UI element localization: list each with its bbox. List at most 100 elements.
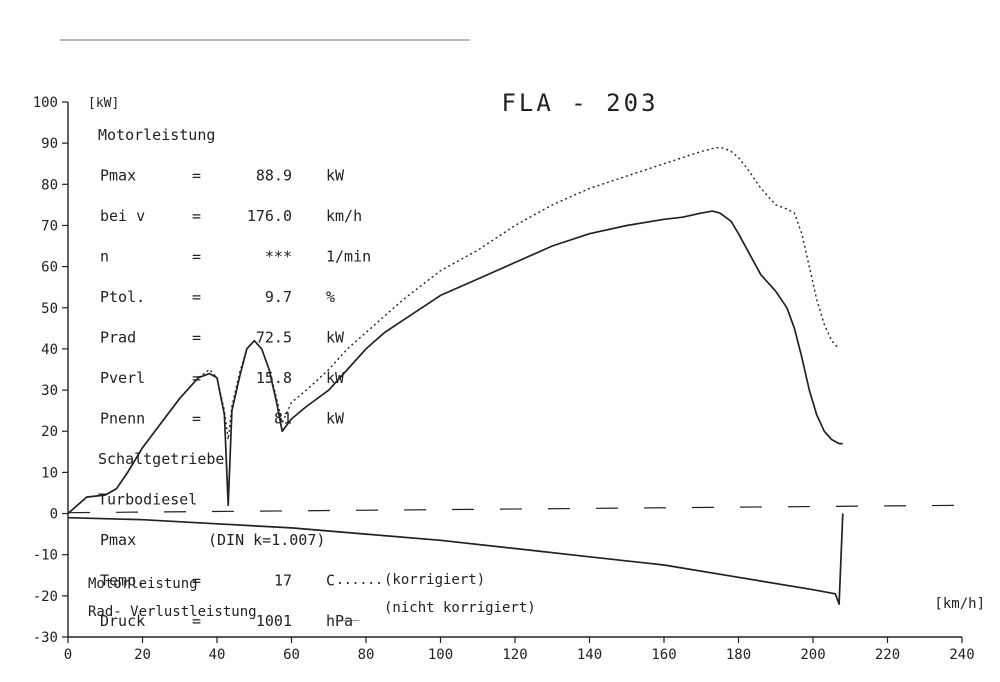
x-tick-label: 100 [428, 647, 453, 663]
info-eq: = [192, 167, 201, 185]
info-eq: = [192, 207, 201, 225]
y-tick-label: -20 [33, 589, 58, 605]
x-tick-label: 200 [800, 647, 825, 663]
chart-title: FLA - 203 [501, 89, 658, 117]
series-layer [67, 147, 963, 605]
info-unit: 1/min [326, 248, 371, 266]
series-line-nulllinie [67, 504, 963, 514]
info-eq: = [192, 288, 201, 306]
info-unit: kW [326, 410, 345, 428]
info-value: 88.9 [256, 167, 292, 185]
info-label: Druck [100, 612, 145, 630]
labels: FLA - 203 [kW] [km/h] Motorleistung Pmax = 88.… [88, 89, 985, 630]
info-unit: km/h [326, 207, 362, 225]
info-row: Pnenn = 81 kW [100, 410, 345, 428]
legend-name: Rad- Verlustleistung [88, 604, 257, 620]
info-unit: kW [326, 329, 345, 347]
info-label: Temp. [100, 572, 145, 590]
x-axis-label: [km/h] [934, 596, 985, 612]
info-label: Pnenn [100, 410, 145, 428]
info-label: n [100, 248, 109, 266]
info-row: Prad = 72.5 kW [100, 329, 345, 347]
x-tick-label: 40 [209, 647, 226, 663]
info-eq: = [192, 329, 201, 347]
legend-note: (korrigiert) [384, 572, 485, 588]
x-tick-label: 160 [651, 647, 676, 663]
y-tick-label: 20 [41, 424, 58, 440]
x-tick-label: 80 [358, 647, 375, 663]
x-tick-label: 20 [134, 647, 151, 663]
info-row: n = *** 1/min [100, 248, 371, 266]
axes: -30 -20 -10 0 10 20 30 40 50 60 70 80 90 100 0 20 40 60 80… [33, 95, 975, 663]
y-tick-label: 40 [41, 342, 58, 358]
y-tick-label: 10 [41, 465, 58, 481]
y-axis-label: [kW] [88, 96, 119, 111]
info-row: Turbodiesel [98, 491, 197, 509]
y-tick-label: 100 [33, 95, 58, 111]
info-row: Pmax (DIN k=1.007) [100, 531, 325, 549]
info-row: Ptol. = 9.7% [100, 288, 335, 306]
info-unit: kW [326, 167, 345, 185]
legend-item: Rad- Verlustleistung ___ (nicht korrigiert… [88, 600, 536, 622]
y-tick-label: 70 [41, 218, 58, 234]
info-row: Schaltgetriebe [98, 450, 224, 468]
info-row: bei v = 176.0 km/h [100, 207, 362, 225]
y-tick-label: 0 [50, 507, 58, 523]
legend-sample: ...... [336, 573, 383, 588]
y-tick-label: -10 [33, 548, 58, 564]
info-value: 1001 [256, 612, 292, 630]
legend-name: Motorleistung [88, 576, 198, 592]
info-eq: = [192, 572, 201, 590]
info-label: bei v [100, 207, 145, 225]
info-unit: kW [326, 369, 345, 387]
info-value: (DIN k=1.007) [208, 531, 325, 549]
series-line-motorleistung [67, 210, 843, 515]
info-row: Druck = 1001 hPa [100, 612, 353, 630]
info-value: 9.7 [265, 288, 292, 306]
y-tick-label: 90 [41, 136, 58, 152]
y-tick-label: 60 [41, 260, 58, 276]
legend-item: Motorleistung...... (korrigiert) [88, 572, 485, 592]
info-value: 15.8 [256, 369, 292, 387]
x-tick-label: 120 [502, 647, 527, 663]
x-tick-label: 180 [726, 647, 751, 663]
series-line-rad-verlustleistung [67, 513, 844, 605]
info-unit: % [326, 288, 335, 306]
info-value: 176.0 [247, 207, 292, 225]
info-label: Pmax [100, 167, 136, 185]
info-eq: = [192, 369, 201, 387]
y-tick-label: 80 [41, 177, 58, 193]
y-tick-label: -30 [33, 630, 58, 646]
info-value: 72.5 [256, 329, 292, 347]
x-tick-label: 140 [577, 647, 602, 663]
info-label: Ptol. [100, 288, 145, 306]
info-eq: = [192, 248, 201, 266]
info-unit: hPa [326, 612, 353, 630]
info-value: 81 [274, 410, 292, 428]
info-label: Schaltgetriebe [98, 450, 224, 468]
info-value: 17 [274, 572, 292, 590]
info-eq: = [192, 612, 201, 630]
x-tick-label: 0 [64, 647, 72, 663]
legend-sample: ___ [336, 607, 360, 622]
legend-note: (nicht korrigiert) [384, 600, 536, 616]
info-label: Motorleistung [98, 126, 215, 144]
info-label: Pmax [100, 531, 136, 549]
info-row: Motorleistung [98, 126, 215, 144]
info-label: Turbodiesel [98, 491, 197, 509]
series-line-motorleistung-korrigiert [67, 147, 840, 515]
info-label: Pverl [100, 369, 145, 387]
x-tick-label: 240 [949, 647, 974, 663]
info-row: Pverl = 15.8 kW [100, 369, 345, 387]
info-value: *** [265, 248, 292, 266]
info-row: Temp. = 17 C [100, 572, 335, 590]
info-unit: C [326, 572, 335, 590]
info-eq: = [192, 410, 201, 428]
y-tick-label: 50 [41, 301, 58, 317]
x-tick-label: 220 [875, 647, 900, 663]
y-tick-label: 30 [41, 383, 58, 399]
x-tick-label: 60 [283, 647, 300, 663]
info-row: Pmax = 88.9 kW [100, 167, 345, 185]
info-label: Prad [100, 329, 136, 347]
